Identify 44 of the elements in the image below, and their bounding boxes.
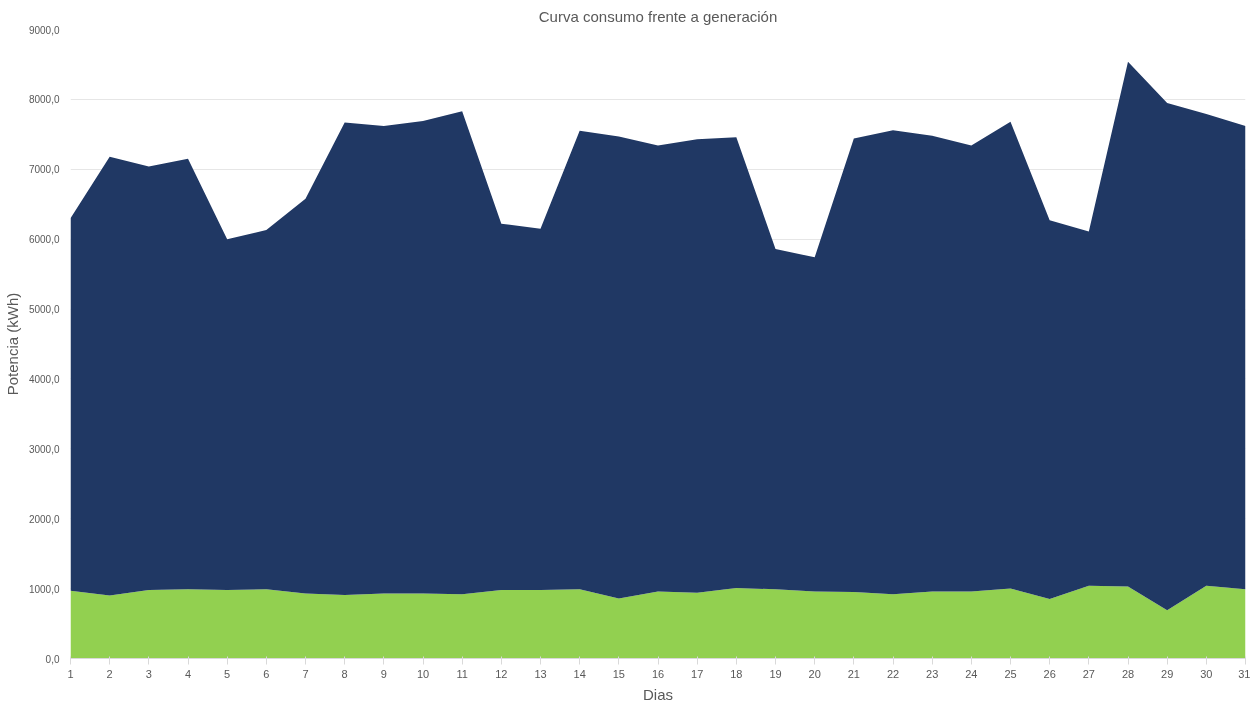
- x-tick-label: 7: [302, 667, 309, 680]
- x-tick-label: 11: [456, 667, 468, 680]
- y-tick-label: 6000,0: [28, 234, 60, 246]
- x-tick-label: 4: [184, 667, 192, 680]
- x-tick-label: 30: [1200, 667, 1213, 680]
- y-tick-label: 9000,0: [28, 24, 60, 36]
- x-tick-label: 16: [651, 667, 665, 680]
- x-tick-label: 10: [416, 667, 430, 680]
- y-tick-label: 2000,0: [28, 513, 60, 525]
- x-tick-label: 22: [886, 667, 900, 680]
- x-tick-label: 29: [1161, 667, 1174, 680]
- x-tick-label: 24: [965, 667, 978, 680]
- x-tick-label: 12: [495, 667, 508, 680]
- x-tick-label: 13: [534, 667, 547, 680]
- y-tick-label: 0,0: [45, 653, 60, 665]
- x-tick-label: 25: [1004, 667, 1017, 680]
- x-tick-label: 17: [691, 667, 704, 680]
- x-tick-label: 27: [1082, 667, 1095, 680]
- x-tick-label: 14: [573, 667, 586, 680]
- x-tick-label: 21: [847, 667, 860, 680]
- x-tick-label: 19: [769, 667, 782, 680]
- x-axis-title: Dias: [643, 685, 674, 703]
- x-tick-label: 20: [808, 667, 821, 680]
- x-tick-label: 18: [730, 667, 743, 680]
- y-tick-label: 3000,0: [28, 443, 60, 455]
- x-tick-label: 15: [612, 667, 625, 680]
- x-tick-label: 1: [67, 667, 74, 680]
- y-tick-label: 8000,0: [28, 94, 60, 106]
- y-tick-label: 5000,0: [28, 304, 60, 316]
- x-tick-label: 26: [1043, 667, 1056, 680]
- chart-title: Curva consumo frente a generación: [538, 7, 778, 25]
- y-axis-title: Potencia (kWh): [3, 292, 21, 396]
- x-tick-label: 8: [341, 667, 348, 680]
- x-tick-label: 3: [145, 667, 152, 680]
- x-tick-label: 2: [106, 667, 113, 680]
- x-tick-label: 9: [380, 667, 387, 680]
- y-tick-label: 4000,0: [28, 373, 60, 385]
- x-tick-label: 5: [224, 667, 231, 680]
- x-tick-label: 28: [1121, 667, 1135, 680]
- y-tick-label: 7000,0: [28, 164, 60, 176]
- x-tick-label: 6: [263, 667, 270, 680]
- x-tick-label: 23: [926, 667, 939, 680]
- y-tick-label: 1000,0: [28, 583, 60, 595]
- x-tick-label: 31: [1238, 667, 1251, 680]
